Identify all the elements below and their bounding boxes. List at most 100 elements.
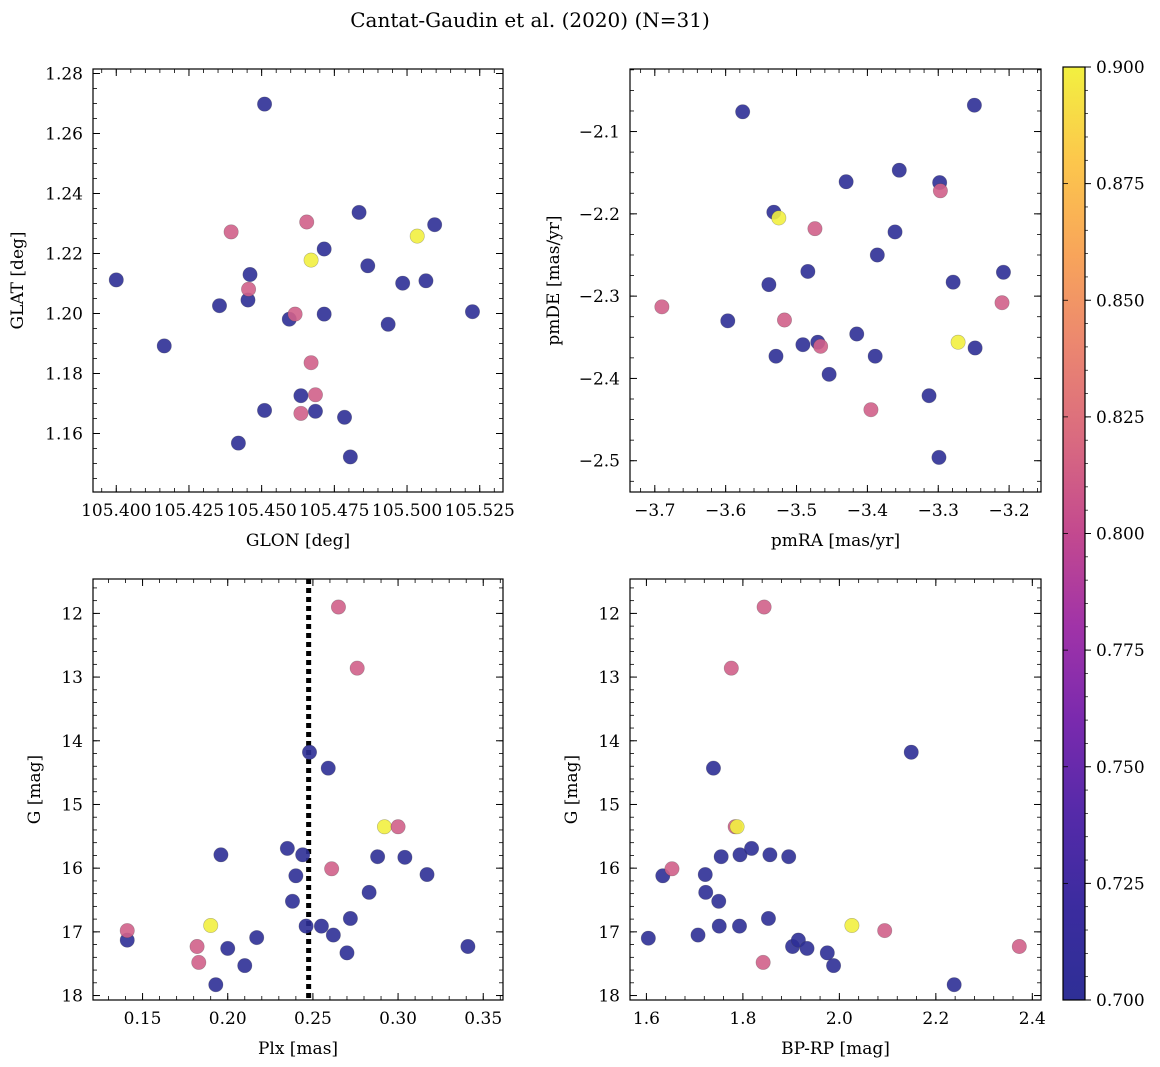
y-tick-label: 1.18 [45,365,83,385]
data-point [257,96,273,112]
data-point [813,338,829,354]
data-point [316,241,332,257]
data-point [301,744,317,760]
colorbar: 0.700 0.725 0.750 0.775 0.800 0.825 0.850 0.875… [1062,58,1145,1011]
y-tick-label: −2.4 [579,369,620,389]
y-axis-label: G [mag] [25,755,45,824]
data-point [698,884,714,900]
data-point [690,927,706,943]
data-point [877,923,893,939]
data-point [819,945,835,961]
x-tick-label: 2.4 [1019,1009,1046,1029]
colorbar-tick-label: 0.775 [1096,641,1145,661]
data-point [370,849,386,865]
axes-frame [92,68,504,493]
y-tick-label: 18 [61,987,83,1007]
data-point [1011,938,1027,954]
data-point [664,861,680,877]
data-point [800,263,816,279]
y-tick-label: 12 [598,604,620,624]
data-point [713,849,729,865]
data-point [376,819,392,835]
data-point [361,884,377,900]
data-point [380,316,396,332]
data-point [640,930,656,946]
y-tick-label: 14 [598,732,620,752]
x-tick-label: 0.35 [464,1009,502,1029]
data-point [220,940,236,956]
data-point [203,917,219,933]
data-point [293,388,309,404]
data-point [838,174,854,190]
data-point [931,449,947,465]
data-point [799,940,815,956]
data-point [844,917,860,933]
y-tick-label: 12 [61,604,83,624]
data-point [711,918,727,934]
data-point [921,388,937,404]
x-tick-label: 2.2 [922,1009,949,1029]
data-point [339,945,355,961]
data-point [342,449,358,465]
data-point [419,867,435,883]
data-point [320,760,336,776]
data-point [654,299,670,315]
data-point [324,861,340,877]
data-point [337,409,353,425]
data-point [288,868,304,884]
data-point [826,958,842,974]
x-tick-label: 1.6 [633,1009,660,1029]
y-tick-label: −2.5 [579,452,620,472]
data-point [776,312,792,328]
data-point [325,927,341,943]
y-tick-label: 1.20 [45,305,83,325]
data-point [409,228,425,244]
data-point [863,402,879,418]
x-tick-label: 105.400 [81,501,151,521]
y-tick-label: 15 [61,795,83,815]
data-point [744,840,760,856]
data-point [287,306,303,322]
data-point [720,313,736,329]
data-point [360,258,376,274]
data-point [223,224,239,240]
axes-frame [629,68,1042,493]
data-point [241,281,257,297]
colorbar-tick-label: 0.850 [1096,291,1145,311]
x-tick-label: 1.8 [729,1009,756,1029]
data-point [755,954,771,970]
data-point [891,162,907,178]
y-tick-label: 1.24 [45,185,83,205]
data-point [313,918,329,934]
x-tick-label: 0.15 [124,1009,162,1029]
data-point [237,958,253,974]
data-point [330,599,346,615]
x-tick-label: −3.2 [988,501,1029,521]
data-point [945,274,961,290]
x-tick-label: 0.30 [379,1009,417,1029]
data-point [307,387,323,403]
data-point [762,847,778,863]
y-tick-label: 18 [598,987,620,1007]
data-point [213,847,229,863]
panel-pmra-pmde: −3.7 −3.6 −3.5 −3.4 −3.3 −3.2 −2.5 −2.4 −2.3 −2.2… [544,68,1042,551]
data-point [295,847,311,863]
data-point [156,338,172,354]
data-point [293,405,309,421]
x-tick-label: 0.25 [294,1009,332,1029]
colorbar-tick-label: 0.725 [1096,874,1145,894]
data-point [821,366,837,382]
x-axis-label: BP-RP [mag] [781,1039,890,1059]
data-point [903,744,919,760]
y-tick-label: 1.26 [45,125,83,145]
y-tick-label: 17 [598,923,620,943]
axes-frame [92,578,504,1001]
data-point [756,599,772,615]
data-point [705,760,721,776]
y-tick-label: 1.28 [45,65,83,85]
y-tick-label: 16 [61,859,83,879]
data-point [211,298,227,314]
y-axis-label: GLAT [deg] [8,231,28,329]
data-point [342,910,358,926]
axes-frame [629,578,1042,1001]
